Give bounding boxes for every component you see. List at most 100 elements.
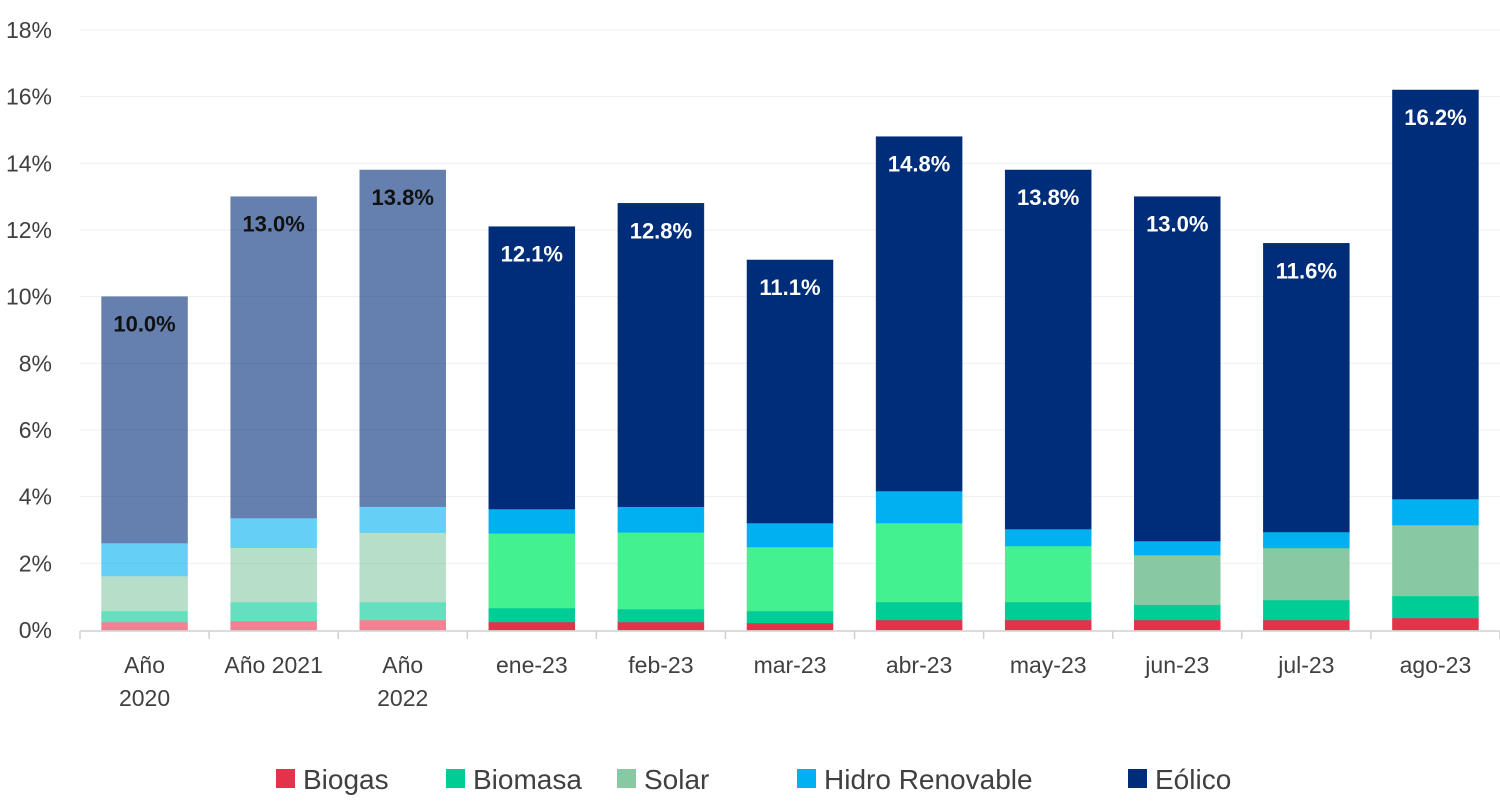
legend-label: Solar xyxy=(644,764,709,795)
legend-item: Solar xyxy=(617,764,709,795)
x-tick-label-line: 2020 xyxy=(119,685,170,711)
legend: Biogas Biomasa Solar Hidro Renovable Eólico xyxy=(276,764,1231,795)
legend-swatch-hidro-renovable xyxy=(797,769,816,788)
bar-segment-hidro-renovable xyxy=(230,517,317,548)
bar-segment-hidro-renovable xyxy=(1004,528,1092,547)
x-tick-label: may-23 xyxy=(1010,652,1087,678)
data-label: 10.0% xyxy=(113,312,175,337)
y-tick-label: 4% xyxy=(19,484,52,510)
x-tick-label-line: jul-23 xyxy=(1277,652,1334,678)
bar-segment-hidro-renovable xyxy=(359,506,446,533)
bar-segment-hidro-renovable xyxy=(746,522,834,548)
bar-segment-e-lico xyxy=(617,203,705,507)
bar-segment-solar xyxy=(1134,554,1221,605)
bar-stack xyxy=(1134,196,1221,631)
x-tick-label-line: abr-23 xyxy=(886,652,952,678)
bar-segment-hidro-renovable xyxy=(1134,540,1221,556)
x-tick-label: mar-23 xyxy=(754,652,827,678)
data-label: 11.1% xyxy=(759,275,820,300)
x-tick-label-line: Año 2021 xyxy=(224,652,322,678)
bar-segment-biomasa xyxy=(1134,604,1221,621)
data-label: 16.2% xyxy=(1404,105,1466,130)
y-tick-label: 2% xyxy=(19,550,52,576)
x-tick-label-line: may-23 xyxy=(1010,652,1087,678)
bar-stack xyxy=(230,196,317,631)
bar-segment-biomasa xyxy=(488,607,576,623)
legend-swatch-biomasa xyxy=(446,769,465,788)
x-tick-label-line: 2022 xyxy=(377,685,428,711)
bar-segment-hidro-renovable xyxy=(1392,498,1479,526)
data-label: 12.1% xyxy=(501,242,563,267)
bar-segment-biogas xyxy=(746,622,834,631)
bar-segment-solar xyxy=(488,533,576,609)
bar-segment-e-lico xyxy=(1134,196,1221,542)
bar-segment-biogas xyxy=(359,619,446,631)
y-tick-label: 12% xyxy=(6,217,52,243)
y-axis: 0% 2% 4% 6% 8% 10% 12% 14% 16% 18% xyxy=(6,17,52,643)
bar-segment-solar xyxy=(230,547,317,603)
bar-segment-solar xyxy=(875,522,963,603)
x-tick-label: abr-23 xyxy=(886,652,952,678)
legend-label: Biogas xyxy=(303,764,389,795)
x-tick-label-line: feb-23 xyxy=(628,652,693,678)
data-label: 13.0% xyxy=(242,212,304,237)
bar-segment-biogas xyxy=(101,621,188,631)
x-tick-label-line: ene-23 xyxy=(496,652,568,678)
y-tick-label: 14% xyxy=(6,150,52,176)
data-label: 14.8% xyxy=(888,152,950,177)
bar-segment-e-lico xyxy=(1263,243,1350,533)
bar-segment-biomasa xyxy=(1004,601,1092,621)
bar-stack xyxy=(617,203,705,631)
y-tick-label: 8% xyxy=(19,350,52,376)
bar-segment-biogas xyxy=(1134,619,1221,631)
bar-segment-solar xyxy=(1263,547,1350,601)
x-axis: Año 2020 Año 2021 Año 2022 ene-23 feb-23 mar-23… xyxy=(79,630,1500,711)
bar-segment-biogas xyxy=(1263,619,1350,631)
data-label: 13.8% xyxy=(372,185,434,210)
bar-segment-solar xyxy=(359,532,446,603)
y-tick-label: 18% xyxy=(6,17,52,43)
data-label: 13.8% xyxy=(1017,185,1079,210)
x-tick-label: feb-23 xyxy=(628,652,693,678)
x-tick-label-line: Año xyxy=(382,652,423,678)
bar-segment-e-lico xyxy=(230,196,317,519)
bar-segment-biomasa xyxy=(617,608,705,623)
legend-label: Eólico xyxy=(1155,764,1231,795)
bar-segment-solar xyxy=(101,575,188,612)
x-tick-label: Año 2021 xyxy=(224,652,322,678)
x-tick-label: jun-23 xyxy=(1144,652,1209,678)
bar-stack xyxy=(746,259,834,631)
legend-swatch-e-lico xyxy=(1128,769,1147,788)
y-tick-label: 0% xyxy=(19,617,52,643)
bar-segment-hidro-renovable xyxy=(488,508,576,534)
bar-segment-e-lico xyxy=(101,296,188,544)
x-tick-label: ago-23 xyxy=(1400,652,1472,678)
bar-segment-solar xyxy=(746,546,834,612)
bar-segment-biogas xyxy=(617,621,705,631)
legend-item: Hidro Renovable xyxy=(797,764,1033,795)
bar-stack xyxy=(1263,243,1350,631)
bar-segment-e-lico xyxy=(1004,169,1092,530)
x-tick-label-line: mar-23 xyxy=(754,652,827,678)
legend-swatch-biogas xyxy=(276,769,295,788)
bar-segment-e-lico xyxy=(875,136,963,492)
legend-label: Biomasa xyxy=(473,764,582,795)
bar-segment-e-lico xyxy=(488,226,576,510)
x-tick-label: Año 2022 xyxy=(377,652,428,711)
bar-segment-biomasa xyxy=(230,601,317,622)
x-tick-label: ene-23 xyxy=(496,652,568,678)
data-label: 13.0% xyxy=(1146,212,1208,237)
legend-item: Biogas xyxy=(276,764,389,795)
bar-segment-e-lico xyxy=(1392,89,1479,500)
bar-segment-biomasa xyxy=(359,601,446,621)
bar-segment-hidro-renovable xyxy=(875,490,963,524)
bar-segment-e-lico xyxy=(746,259,834,524)
x-tick-label-line: Año xyxy=(124,652,165,678)
bar-segment-biogas xyxy=(488,621,576,631)
bar-segment-biomasa xyxy=(1392,595,1479,619)
data-label: 12.8% xyxy=(630,218,692,243)
bar-segment-solar xyxy=(1392,524,1479,597)
legend-item: Biomasa xyxy=(446,764,582,795)
bar-segment-solar xyxy=(1004,545,1092,603)
bar-segment-solar xyxy=(617,532,705,610)
